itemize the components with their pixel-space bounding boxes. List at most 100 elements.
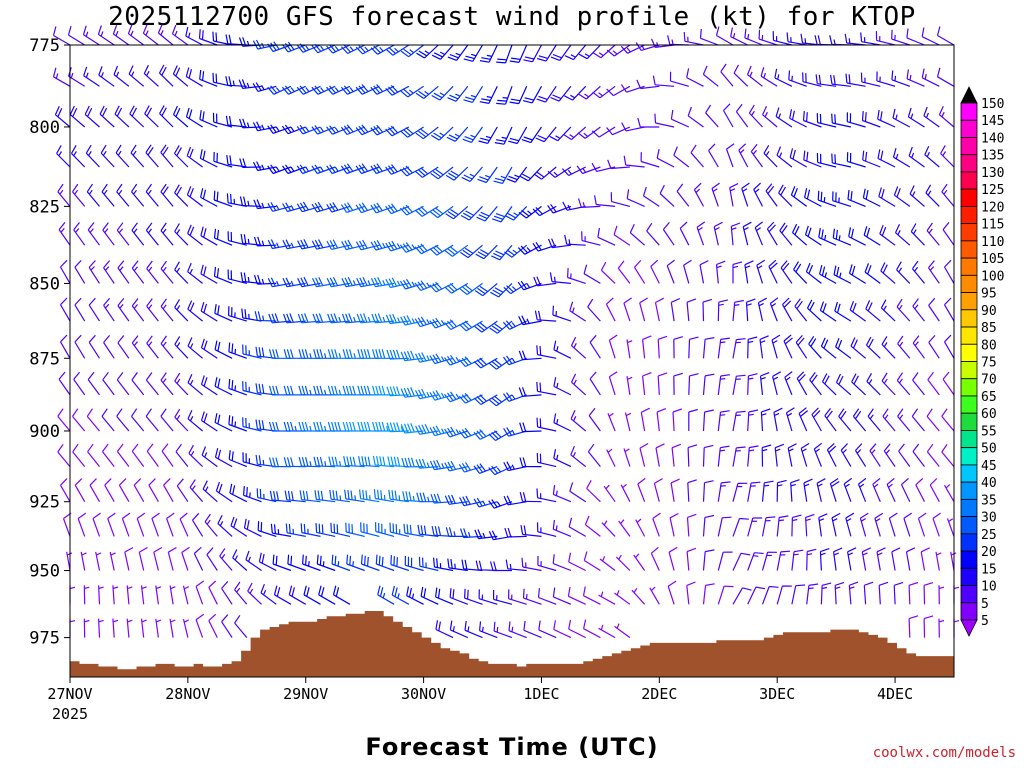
wind-barb-stroke — [385, 313, 409, 325]
colorbar-label: 70 — [981, 373, 997, 388]
wind-barb — [912, 298, 925, 322]
wind-barb-stroke — [327, 421, 350, 432]
wind-barb — [104, 478, 115, 502]
wind-barb — [835, 373, 852, 396]
wind-barb-stroke — [923, 106, 940, 128]
wind-barb — [174, 184, 189, 207]
wind-barb — [891, 547, 901, 571]
wind-barb — [131, 222, 145, 246]
wind-barb-stroke — [925, 184, 940, 207]
wind-barb — [720, 63, 734, 87]
wind-barb — [923, 106, 940, 128]
wind-barb-stroke — [268, 421, 291, 432]
wind-barb — [400, 387, 424, 398]
wind-barb — [860, 72, 881, 87]
wind-barb-stroke — [624, 412, 632, 432]
wind-barb-stroke — [863, 581, 874, 605]
wind-barb — [547, 203, 572, 214]
wind-barb — [820, 337, 837, 359]
wind-barb-stroke — [282, 239, 306, 250]
wind-barb-stroke — [722, 103, 734, 128]
wind-barb — [508, 621, 527, 639]
wind-barb-stroke — [924, 145, 940, 168]
wind-barb-stroke — [58, 371, 71, 396]
wind-barb — [753, 182, 764, 207]
wind-barb — [98, 585, 104, 605]
wind-barb-stroke — [900, 477, 911, 502]
wind-barb — [725, 143, 735, 168]
wind-barb-stroke — [92, 512, 101, 537]
colorbar-swatch — [960, 585, 978, 604]
wind-barb-stroke — [928, 297, 940, 322]
wind-barb-stroke — [493, 166, 513, 184]
wind-barb-stroke — [415, 85, 439, 99]
wind-barb-stroke — [489, 320, 513, 334]
wind-barb — [789, 148, 807, 168]
wind-barb-stroke — [686, 547, 697, 571]
wind-barb-stroke — [776, 585, 792, 605]
wind-barb-stroke — [567, 268, 586, 284]
wind-barb — [400, 126, 424, 138]
wind-barb-stroke — [282, 164, 306, 175]
wind-barb — [711, 182, 720, 207]
wind-barb — [281, 85, 306, 95]
wind-barb — [938, 585, 945, 605]
wind-barb — [87, 443, 100, 467]
wind-barb-stroke — [327, 349, 350, 359]
wind-barb-stroke — [131, 443, 145, 467]
wind-barb-stroke — [708, 143, 719, 168]
wind-barb-stroke — [430, 126, 454, 141]
wind-barb-stroke — [746, 65, 763, 87]
wind-barb — [447, 558, 468, 572]
wind-barb — [103, 335, 115, 359]
wind-barb — [199, 110, 218, 128]
wind-barb-stroke — [199, 149, 218, 168]
wind-barb — [431, 44, 454, 60]
wind-barb-stroke — [642, 372, 652, 395]
wind-barb — [146, 335, 159, 359]
wind-barb-stroke — [109, 551, 116, 571]
wind-barb-stroke — [702, 583, 715, 605]
wind-barb-stroke — [845, 73, 866, 87]
wind-barb — [844, 33, 866, 46]
wind-barb-stroke — [146, 298, 159, 322]
wind-barb-stroke — [535, 126, 557, 143]
wind-barb — [503, 427, 527, 437]
wind-barb-stroke — [187, 262, 203, 284]
wind-barb — [227, 269, 247, 284]
wind-barb — [670, 297, 681, 322]
wind-barb — [142, 24, 159, 46]
wind-barb-stroke — [430, 493, 454, 504]
wind-barb — [940, 145, 955, 168]
wind-barb — [360, 554, 380, 572]
wind-barb — [600, 261, 616, 284]
wind-barb-stroke — [577, 198, 601, 208]
wind-barb-stroke — [910, 223, 925, 246]
wind-barb-stroke — [503, 427, 527, 437]
wind-barb-stroke — [267, 164, 292, 175]
wind-barb-stroke — [243, 518, 262, 537]
wind-barb-stroke — [416, 492, 439, 503]
wind-barb-stroke — [564, 85, 587, 101]
wind-barb-stroke — [403, 523, 424, 537]
wind-barb — [118, 478, 130, 502]
wind-barb — [86, 183, 100, 207]
wind-barb-stroke — [417, 524, 439, 537]
wind-barb-stroke — [444, 282, 469, 294]
wind-barb — [431, 525, 454, 537]
wind-barb — [167, 546, 177, 571]
wind-barb-stroke — [188, 444, 204, 468]
wind-barb — [816, 152, 837, 168]
wind-barb-stroke — [730, 222, 741, 246]
wind-barb — [479, 44, 498, 63]
wind-barb — [803, 478, 813, 502]
wind-barb-stroke — [151, 512, 160, 537]
wind-barb — [182, 585, 190, 605]
wind-barb — [296, 124, 321, 135]
wind-barb-stroke — [176, 478, 189, 503]
wind-barb — [229, 483, 248, 503]
wind-barb-stroke — [87, 222, 100, 246]
wind-barb-stroke — [517, 280, 542, 291]
wind-barb-stroke — [912, 335, 925, 359]
wind-barb — [414, 316, 439, 328]
